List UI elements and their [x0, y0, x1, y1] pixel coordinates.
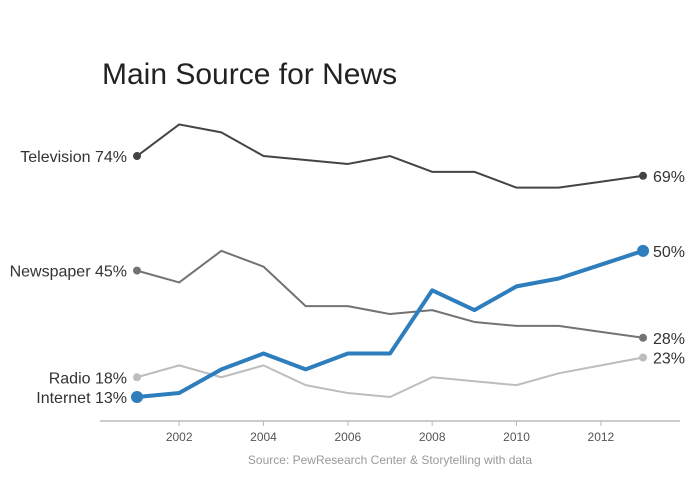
start-label-radio: Radio 18% [49, 370, 127, 387]
end-point-newspaper [639, 333, 648, 342]
chart-title: Main Source for News [102, 58, 398, 91]
x-tick-label: 2008 [419, 430, 446, 444]
end-label-radio: 23% [653, 351, 685, 368]
x-tick-label: 2006 [334, 430, 361, 444]
source-note: Source: PewResearch Center & Storytellin… [248, 453, 532, 467]
start-label-internet: Internet 13% [36, 390, 127, 407]
x-tick-label: 2002 [166, 430, 193, 444]
end-label-newspaper: 28% [653, 331, 685, 348]
series-line-internet [136, 248, 644, 399]
end-point-internet [637, 244, 650, 257]
start-point-radio [133, 373, 141, 382]
end-label-internet: 50% [653, 244, 685, 261]
series-line-newspaper [136, 249, 644, 339]
start-label-television: Television 74% [20, 149, 127, 166]
start-point-internet [131, 391, 143, 403]
end-point-television [639, 171, 648, 180]
start-label-newspaper: Newspaper 45% [10, 264, 127, 281]
start-point-newspaper [133, 266, 141, 275]
end-point-radio [639, 353, 648, 362]
series-line-radio [136, 356, 644, 398]
x-tick-label: 2012 [588, 430, 615, 444]
x-tick-label: 2004 [250, 430, 277, 444]
series-line-television [136, 123, 644, 189]
x-tick-label: 2010 [503, 430, 530, 444]
start-point-television [133, 152, 141, 161]
end-label-television: 69% [653, 169, 685, 186]
